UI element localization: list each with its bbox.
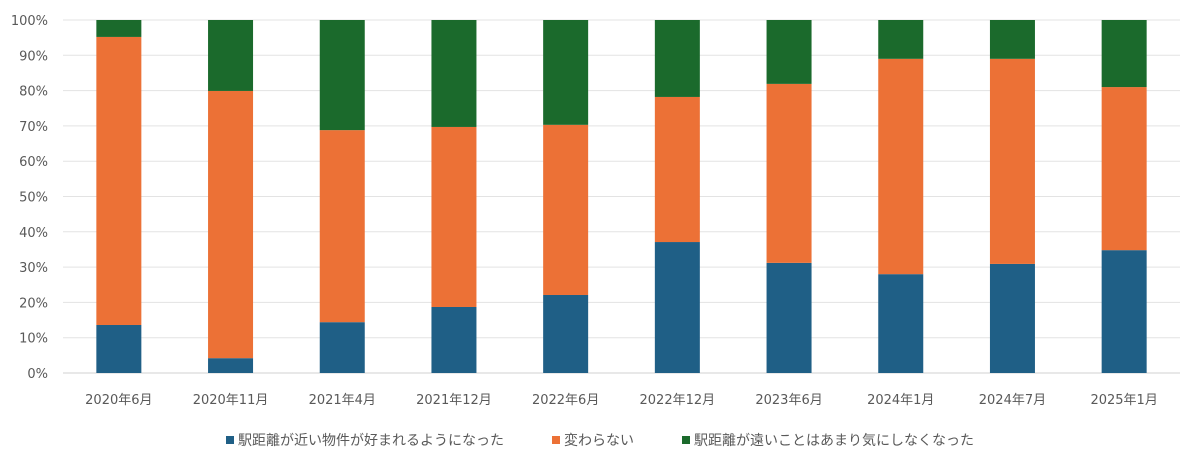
y-tick-label: 100%	[11, 14, 48, 29]
bar-segment	[208, 358, 254, 373]
bar-segment	[878, 58, 924, 275]
bar-segment	[766, 262, 812, 373]
bar-segment	[654, 96, 700, 243]
stacked-bar-chart: 0% 10% 20% 30% 40% 50% 60% 70% 80% 90% 100% 2020年6月…	[11, 14, 1180, 408]
bar-segment	[543, 20, 589, 125]
y-tick-label: 70%	[19, 120, 48, 135]
bar-segment	[96, 36, 142, 325]
bar-segment	[1101, 250, 1147, 373]
bar-segment	[878, 274, 924, 373]
y-tick-label: 50%	[19, 191, 48, 206]
bar-segment	[96, 20, 142, 37]
y-tick-label: 80%	[19, 85, 48, 100]
legend-swatch	[682, 436, 690, 444]
y-tick-label: 60%	[19, 155, 48, 170]
y-tick-label: 10%	[19, 332, 48, 347]
legend-label: 駅距離が近い物件が好まれるようになった	[238, 433, 504, 449]
bar-segment	[96, 324, 142, 373]
legend-label: 変わらない	[564, 433, 634, 449]
x-tick-label: 2025年1月	[1090, 393, 1157, 408]
x-tick-label: 2021年12月	[416, 393, 492, 408]
legend-item-same: 変わらない	[552, 430, 634, 450]
y-tick-label: 30%	[19, 261, 48, 276]
bar-segment	[989, 58, 1035, 264]
legend-item-near: 駅距離が近い物件が好まれるようになった	[226, 430, 504, 450]
legend-label: 駅距離が遠いことはあまり気にしなくなった	[694, 433, 974, 449]
legend: 駅距離が近い物件が好まれるようになった 変わらない 駅距離が遠いことはあまり気に…	[0, 430, 1200, 450]
bar-segment	[208, 90, 254, 359]
bar-segment	[208, 20, 254, 91]
bar-segment	[654, 20, 700, 97]
x-tick-label: 2021年4月	[309, 393, 376, 408]
bar-segment	[989, 20, 1035, 59]
x-tick-label: 2023年6月	[755, 393, 822, 408]
bar-segment	[878, 20, 924, 59]
legend-swatch	[552, 436, 560, 444]
bar-segment	[319, 20, 365, 131]
bar-segment	[319, 322, 365, 373]
legend-item-far: 駅距離が遠いことはあまり気にしなくなった	[682, 430, 974, 450]
y-tick-label: 90%	[19, 49, 48, 64]
bar-segment	[766, 83, 812, 263]
bar-segment	[431, 20, 477, 127]
x-tick-label: 2020年11月	[193, 393, 269, 408]
bar-segment	[766, 20, 812, 84]
legend-swatch	[226, 436, 234, 444]
x-tick-label: 2022年12月	[640, 393, 716, 408]
bar-segment	[431, 126, 477, 307]
y-tick-label: 0%	[27, 367, 48, 382]
bar-segment	[989, 263, 1035, 373]
x-tick-label: 2022年6月	[532, 393, 599, 408]
bar-segment	[319, 130, 365, 323]
bar-segment	[543, 124, 589, 295]
bar-segment	[1101, 20, 1147, 88]
bar-segment	[1101, 87, 1147, 251]
x-tick-label: 2024年1月	[867, 393, 934, 408]
bar-segment	[543, 294, 589, 373]
bar-segment	[431, 306, 477, 373]
y-tick-label: 20%	[19, 296, 48, 311]
x-tick-label: 2024年7月	[979, 393, 1046, 408]
bar-segment	[654, 242, 700, 373]
x-tick-label: 2020年6月	[85, 393, 152, 408]
y-tick-label: 40%	[19, 226, 48, 241]
